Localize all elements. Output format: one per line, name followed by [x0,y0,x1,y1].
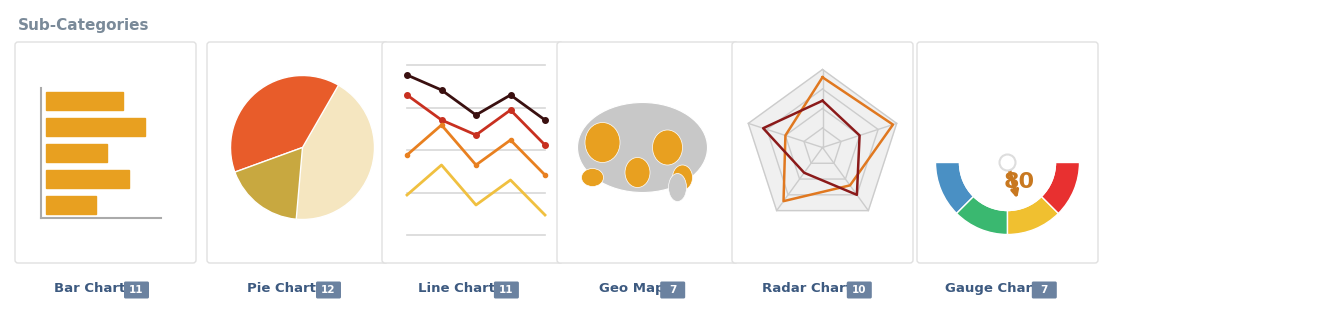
Text: 10: 10 [853,285,866,295]
Circle shape [999,154,1015,170]
Text: 80: 80 [1003,172,1035,193]
FancyBboxPatch shape [847,281,871,299]
FancyBboxPatch shape [494,281,520,299]
FancyBboxPatch shape [917,42,1099,263]
Text: Gauge Charts: Gauge Charts [945,282,1046,295]
Ellipse shape [582,169,604,187]
Ellipse shape [653,130,682,165]
Wedge shape [235,148,303,219]
Bar [46,196,95,214]
Ellipse shape [673,165,693,190]
Text: Pie Charts: Pie Charts [247,282,324,295]
FancyBboxPatch shape [208,42,387,263]
FancyBboxPatch shape [557,42,738,263]
Circle shape [960,114,1055,210]
Ellipse shape [669,174,686,202]
Ellipse shape [586,122,620,162]
Text: Bar Charts: Bar Charts [54,282,134,295]
Ellipse shape [625,157,650,188]
FancyBboxPatch shape [15,42,196,263]
Wedge shape [957,197,1007,234]
Text: Sub-Categories: Sub-Categories [19,18,149,33]
Text: 11: 11 [130,285,144,295]
Text: 7: 7 [669,285,677,295]
FancyBboxPatch shape [124,281,149,299]
Polygon shape [748,69,896,210]
Text: Radar Charts: Radar Charts [761,282,859,295]
Bar [46,170,128,188]
Wedge shape [1042,162,1080,213]
FancyBboxPatch shape [316,281,341,299]
Text: 7: 7 [1040,285,1048,295]
FancyBboxPatch shape [382,42,563,263]
Wedge shape [230,76,338,172]
FancyBboxPatch shape [732,42,914,263]
Text: 11: 11 [500,285,514,295]
Text: Geo Maps: Geo Maps [599,282,672,295]
Bar [46,117,145,135]
Wedge shape [230,76,374,219]
FancyBboxPatch shape [1031,281,1056,299]
Text: Line Charts: Line Charts [418,282,502,295]
Wedge shape [1007,197,1059,234]
Text: 12: 12 [321,285,336,295]
Ellipse shape [578,103,707,193]
Bar [46,91,123,109]
Bar [46,144,107,162]
FancyBboxPatch shape [660,281,685,299]
Wedge shape [936,162,973,213]
